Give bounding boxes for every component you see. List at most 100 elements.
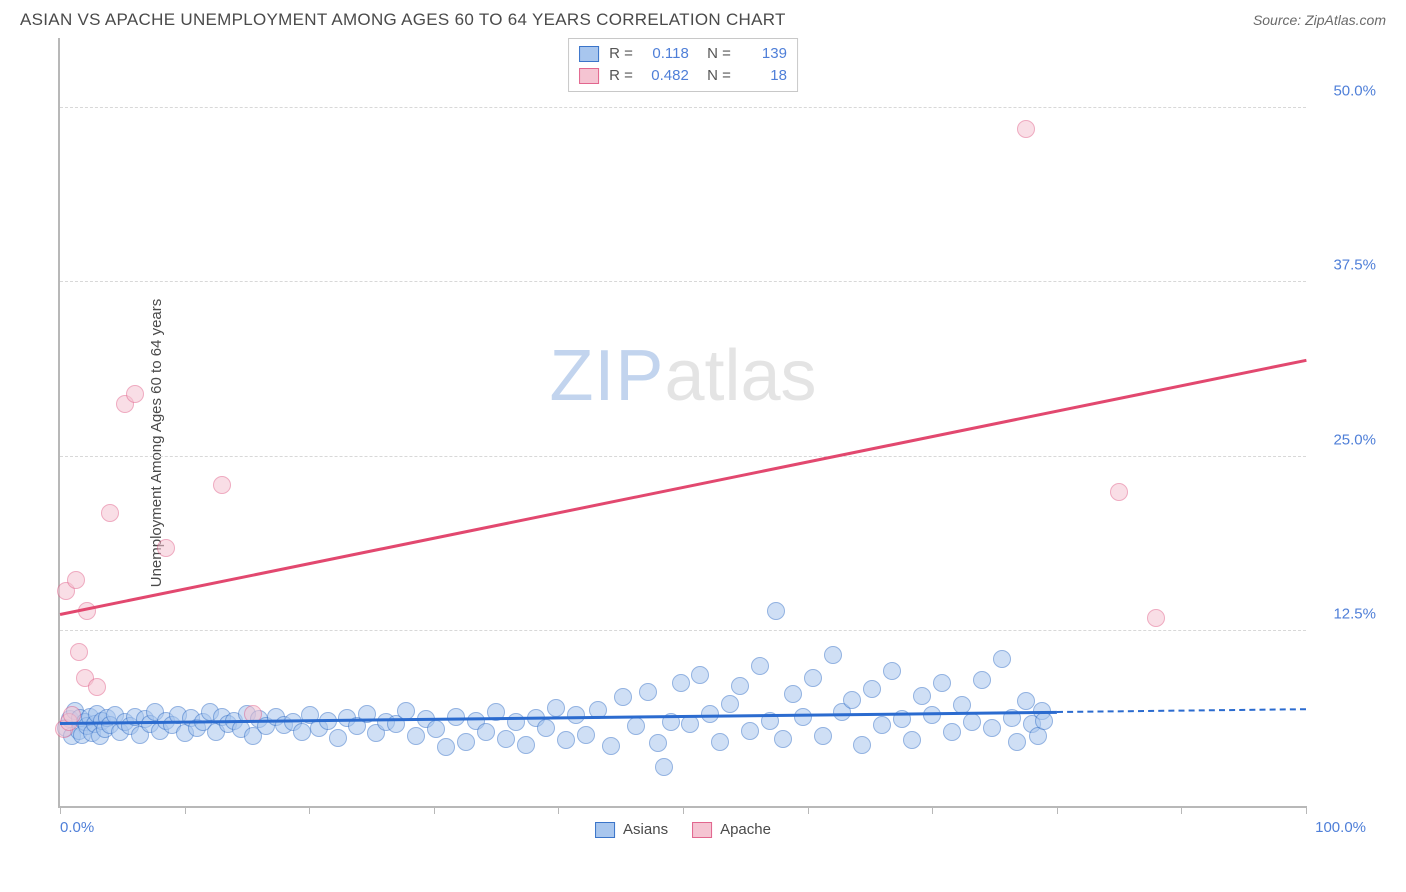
gridline — [60, 281, 1306, 282]
data-point — [639, 683, 657, 701]
data-point — [873, 716, 891, 734]
data-point — [863, 680, 881, 698]
data-point — [903, 731, 921, 749]
x-tick — [309, 806, 310, 814]
watermark-zip: ZIP — [549, 336, 664, 416]
data-point — [824, 646, 842, 664]
chart-area: Unemployment Among Ages 60 to 64 years Z… — [48, 38, 1386, 848]
data-point — [1147, 609, 1165, 627]
stat-n-value: 18 — [741, 65, 787, 87]
data-point — [427, 720, 445, 738]
data-point — [853, 736, 871, 754]
data-point — [649, 734, 667, 752]
legend-swatch — [579, 68, 599, 84]
legend-label: Asians — [623, 821, 668, 838]
chart-source: Source: ZipAtlas.com — [1253, 12, 1386, 28]
x-tick — [185, 806, 186, 814]
data-point — [1008, 733, 1026, 751]
stat-n-value: 139 — [741, 43, 787, 65]
data-point — [913, 687, 931, 705]
y-tick-label: 12.5% — [1333, 606, 1376, 623]
data-point — [883, 662, 901, 680]
data-point — [983, 719, 1001, 737]
data-point — [767, 602, 785, 620]
trend-line-dashed — [1057, 708, 1306, 713]
stat-r-value: 0.482 — [643, 65, 689, 87]
data-point — [602, 737, 620, 755]
y-tick-label: 25.0% — [1333, 431, 1376, 448]
x-tick-label: 0.0% — [60, 819, 94, 836]
data-point — [329, 729, 347, 747]
stat-r-label: R = — [609, 65, 633, 87]
data-point — [88, 678, 106, 696]
data-point — [741, 722, 759, 740]
data-point — [437, 738, 455, 756]
data-point — [157, 539, 175, 557]
data-point — [751, 657, 769, 675]
x-tick — [558, 806, 559, 814]
data-point — [293, 723, 311, 741]
data-point — [672, 674, 690, 692]
data-point — [614, 688, 632, 706]
x-tick — [932, 806, 933, 814]
data-point — [731, 677, 749, 695]
data-point — [1017, 120, 1035, 138]
data-point — [973, 671, 991, 689]
legend-swatch — [692, 822, 712, 838]
data-point — [497, 730, 515, 748]
x-tick — [808, 806, 809, 814]
data-point — [774, 730, 792, 748]
chart-header: ASIAN VS APACHE UNEMPLOYMENT AMONG AGES … — [0, 0, 1406, 38]
data-point — [933, 674, 951, 692]
data-point — [843, 691, 861, 709]
data-point — [1110, 483, 1128, 501]
bottom-legend: Asians Apache — [595, 821, 771, 838]
data-point — [627, 717, 645, 735]
data-point — [963, 713, 981, 731]
data-point — [101, 504, 119, 522]
watermark-atlas: atlas — [664, 336, 816, 416]
data-point — [477, 723, 495, 741]
watermark: ZIPatlas — [549, 335, 816, 417]
x-tick — [434, 806, 435, 814]
data-point — [804, 669, 822, 687]
legend-item: Apache — [692, 821, 771, 838]
x-tick — [683, 806, 684, 814]
x-tick — [1057, 806, 1058, 814]
x-tick — [60, 806, 61, 814]
data-point — [407, 727, 425, 745]
data-point — [547, 699, 565, 717]
gridline — [60, 107, 1306, 108]
x-tick-label: 100.0% — [1315, 819, 1366, 836]
data-point — [1017, 692, 1035, 710]
gridline — [60, 630, 1306, 631]
stat-r-label: R = — [609, 43, 633, 65]
data-point — [1035, 712, 1053, 730]
data-point — [993, 650, 1011, 668]
data-point — [721, 695, 739, 713]
data-point — [577, 726, 595, 744]
stat-n-label: N = — [699, 65, 731, 87]
stat-r-value: 0.118 — [643, 43, 689, 65]
legend-item: Asians — [595, 821, 668, 838]
plot-area: ZIPatlas R =0.118 N =139R =0.482 N =18 A… — [58, 38, 1306, 808]
x-tick — [1306, 806, 1307, 814]
data-point — [711, 733, 729, 751]
y-tick-label: 50.0% — [1333, 82, 1376, 99]
chart-title: ASIAN VS APACHE UNEMPLOYMENT AMONG AGES … — [20, 10, 786, 30]
x-tick — [1181, 806, 1182, 814]
data-point — [691, 666, 709, 684]
data-point — [537, 719, 555, 737]
data-point — [126, 385, 144, 403]
data-point — [1029, 727, 1047, 745]
data-point — [557, 731, 575, 749]
source-name: ZipAtlas.com — [1305, 12, 1386, 28]
data-point — [943, 723, 961, 741]
stats-row: R = 0.482 N = 18 — [579, 65, 787, 87]
data-point — [784, 685, 802, 703]
stats-row: R =0.118 N =139 — [579, 43, 787, 65]
legend-swatch — [595, 822, 615, 838]
data-point — [213, 476, 231, 494]
data-point — [457, 733, 475, 751]
source-prefix: Source: — [1253, 12, 1305, 28]
